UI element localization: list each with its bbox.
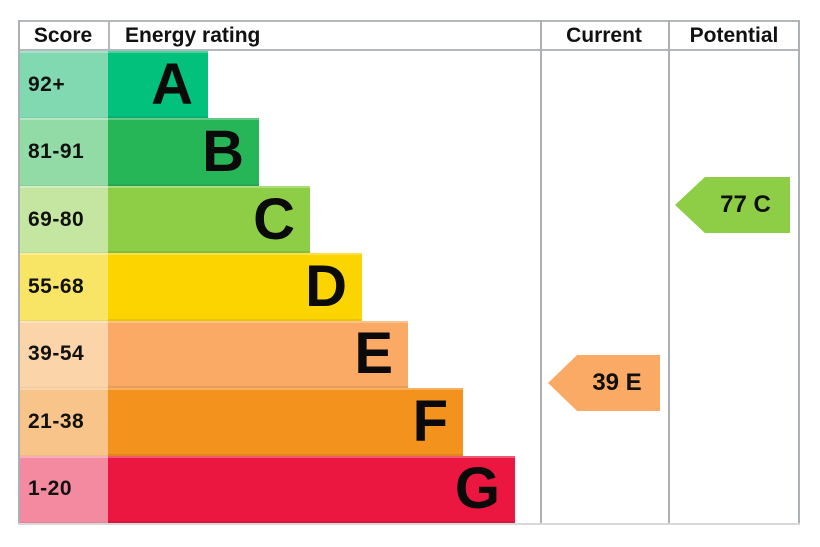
table-left-border — [18, 20, 20, 523]
score-range-a: 92+ — [18, 51, 108, 119]
current-rating-label: 39 E — [592, 369, 642, 396]
score-range-b: 81-91 — [18, 118, 108, 186]
band-row-d: 55-68 D — [18, 253, 800, 321]
band-row-b: 81-91 B — [18, 118, 800, 186]
rating-bar-c: C — [108, 185, 310, 254]
rating-letter-b: B — [202, 119, 244, 185]
score-range-d: 55-68 — [18, 253, 108, 321]
rating-letter-c: C — [253, 186, 295, 252]
potential-column-divider — [668, 20, 670, 523]
chart-table: Score Energy rating Current Potential 92… — [18, 20, 800, 525]
rating-letter-e: E — [354, 321, 393, 387]
rating-bar-e: E — [108, 320, 408, 389]
potential-rating-label: 77 C — [720, 191, 771, 218]
band-row-e: 39-54 E — [18, 320, 800, 389]
band-row-g: 1-20 G — [18, 455, 800, 523]
rating-letter-g: G — [454, 456, 500, 522]
current-column-header: Current — [566, 23, 642, 47]
score-header-divider — [108, 20, 110, 51]
rating-letter-d: D — [305, 253, 347, 319]
rating-bar-f: F — [108, 388, 463, 456]
rating-letter-f: F — [412, 388, 448, 454]
score-range-e: 39-54 — [18, 320, 108, 389]
band-rows: 92+ A 81-91 B 69-80 C 55-68 — [18, 51, 800, 523]
energy-rating-column-header: Energy rating — [125, 23, 261, 47]
score-range-c: 69-80 — [18, 185, 108, 254]
rating-bar-g: G — [108, 455, 515, 523]
score-range-g: 1-20 — [18, 455, 108, 523]
band-row-a: 92+ A — [18, 51, 800, 119]
score-range-f: 21-38 — [18, 388, 108, 456]
rating-bar-a: A — [108, 51, 208, 119]
rating-letter-a: A — [151, 51, 193, 117]
current-column-divider — [540, 20, 542, 523]
rating-bar-d: D — [108, 253, 362, 321]
band-row-f: 21-38 F — [18, 388, 800, 456]
chart-header-row: Score Energy rating Current Potential — [18, 20, 800, 51]
score-column-header: Score — [33, 23, 93, 47]
table-right-border — [798, 20, 800, 523]
rating-bar-b: B — [108, 118, 259, 186]
potential-column-header: Potential — [689, 23, 779, 47]
band-row-c: 69-80 C — [18, 185, 800, 254]
